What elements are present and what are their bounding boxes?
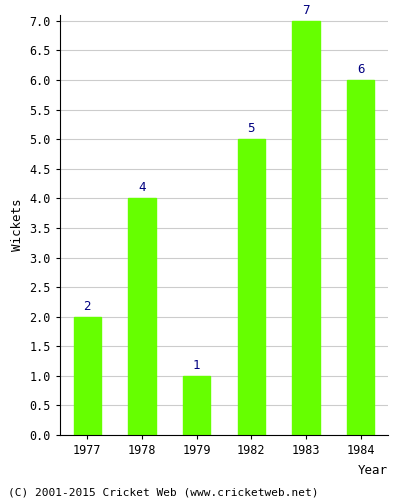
Text: 1: 1 bbox=[193, 358, 200, 372]
Text: 2: 2 bbox=[84, 300, 91, 312]
Text: 7: 7 bbox=[302, 4, 310, 17]
Text: 4: 4 bbox=[138, 181, 146, 194]
Text: (C) 2001-2015 Cricket Web (www.cricketweb.net): (C) 2001-2015 Cricket Web (www.cricketwe… bbox=[8, 488, 318, 498]
Bar bbox=[347, 80, 374, 435]
Bar bbox=[292, 21, 320, 435]
Text: 5: 5 bbox=[248, 122, 255, 135]
Bar bbox=[183, 376, 210, 435]
Y-axis label: Wickets: Wickets bbox=[11, 198, 24, 251]
Text: Year: Year bbox=[358, 464, 388, 477]
Bar bbox=[128, 198, 156, 435]
Text: 6: 6 bbox=[357, 63, 364, 76]
Bar bbox=[74, 316, 101, 435]
Bar bbox=[238, 139, 265, 435]
